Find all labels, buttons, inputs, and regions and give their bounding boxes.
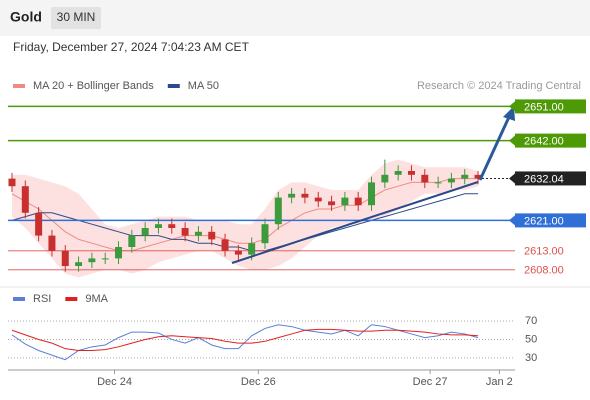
x-tick-label: Jan 2 — [486, 376, 513, 388]
candle-body — [181, 228, 189, 236]
candle-body — [75, 262, 83, 266]
level-label-pointer — [509, 135, 515, 146]
candle-body — [35, 212, 43, 236]
candle-body — [354, 197, 362, 206]
candle-body — [368, 182, 376, 206]
y-tick-label: 30 — [525, 352, 537, 364]
candle-body — [61, 250, 69, 266]
ma-line — [11, 193, 479, 252]
level-label: 2632.04 — [524, 173, 564, 185]
legend-swatch — [13, 297, 25, 301]
symbol: Gold — [10, 9, 42, 25]
candle-body — [381, 174, 389, 183]
candle-body — [8, 178, 16, 187]
candle-body — [208, 231, 216, 240]
x-tick-label: Dec 24 — [97, 376, 132, 388]
candle-body — [88, 258, 96, 263]
candle-body — [274, 197, 282, 225]
level-label-box — [515, 213, 586, 228]
legend-label: 9MA — [85, 293, 108, 305]
rsi-line — [11, 324, 479, 361]
y-tick-label: 70 — [525, 315, 537, 327]
ma-line — [11, 178, 479, 252]
candle-body — [461, 174, 469, 179]
candle-body — [21, 186, 29, 213]
candle-body — [301, 193, 309, 198]
arrow-head — [503, 106, 515, 121]
level-label: 2642.00 — [524, 136, 564, 148]
candle-body — [288, 193, 296, 198]
level-label-box — [515, 99, 586, 114]
candle-body — [447, 178, 455, 183]
level-label: 2608.00 — [524, 265, 564, 277]
legend-label: MA 50 — [188, 80, 219, 92]
level-label-pointer — [509, 101, 515, 112]
level-label: 2651.00 — [524, 101, 564, 113]
candle-body — [194, 231, 202, 236]
candle-body — [407, 171, 415, 175]
candle-body — [101, 258, 109, 260]
x-tick-label: Dec 26 — [241, 376, 276, 388]
candle-body — [48, 235, 56, 251]
source: Research © 2024 Trading Central — [417, 80, 581, 92]
level-label: 2613.00 — [524, 246, 564, 258]
y-tick-label: 50 — [525, 333, 537, 345]
level-label-pointer — [509, 173, 515, 184]
timestamp: Friday, December 27, 2024 7:04:23 AM CET — [13, 40, 250, 54]
interval[interactable]: 30 MIN — [57, 10, 96, 24]
candle-body — [434, 182, 442, 184]
candle-body — [141, 228, 149, 236]
legend-label: RSI — [33, 293, 51, 305]
candle-body — [328, 201, 336, 206]
candle-body — [394, 171, 402, 175]
rsi-line — [11, 328, 479, 352]
candle-body — [261, 224, 269, 244]
legend-swatch — [13, 84, 25, 88]
candle-body — [248, 243, 256, 255]
candle-body — [128, 235, 136, 247]
level-label: 2621.00 — [524, 215, 564, 227]
candle-body — [314, 197, 322, 202]
legend-swatch — [65, 297, 78, 301]
x-tick-label: Dec 27 — [413, 376, 448, 388]
candle-body — [221, 239, 229, 251]
candle-body — [154, 224, 162, 228]
interval-badge[interactable] — [51, 7, 101, 29]
level-label-box — [515, 171, 586, 186]
level-label-box — [515, 133, 586, 148]
legend-swatch — [167, 84, 180, 88]
bollinger-band — [11, 159, 479, 278]
candle-body — [341, 197, 349, 206]
level-label-pointer — [509, 215, 515, 226]
forecast-arrow — [478, 116, 511, 181]
candle-body — [234, 250, 242, 255]
candle-body — [168, 224, 176, 228]
legend-label: MA 20 + Bollinger Bands — [33, 80, 154, 92]
candle-body — [421, 174, 429, 183]
candle-body — [115, 247, 123, 259]
candle-body — [474, 174, 482, 179]
trend-line — [231, 181, 479, 264]
